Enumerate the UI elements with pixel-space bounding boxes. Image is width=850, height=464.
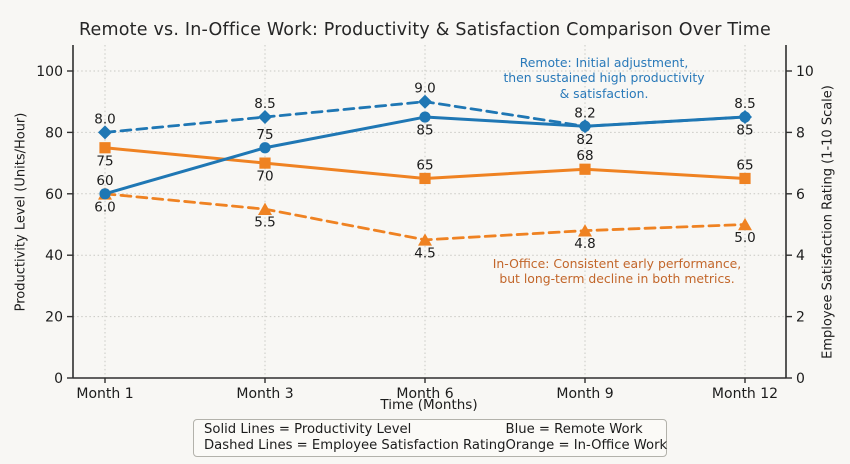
y-tick-label-right: 10 <box>796 64 814 80</box>
y-tick-label-left: 40 <box>45 248 63 264</box>
y-tick-label-left: 80 <box>45 125 63 141</box>
diamond-marker <box>258 110 272 125</box>
y-tick-label-left: 0 <box>54 371 63 387</box>
data-point-label: 8.2 <box>574 105 595 121</box>
data-point-label: 75 <box>96 153 113 169</box>
legend-item-orange-in-office: Orange = In-Office Work <box>505 438 668 453</box>
square-marker <box>739 172 751 185</box>
diamond-marker <box>418 94 432 109</box>
data-point-label: 5.5 <box>254 215 275 231</box>
triangle-marker <box>738 218 752 231</box>
triangle-marker <box>418 233 432 246</box>
data-point-label: 6.0 <box>94 199 115 215</box>
x-tick-label: Month 9 <box>556 386 613 402</box>
data-point-label: 85 <box>416 123 433 139</box>
y-tick-label-right: 8 <box>796 125 805 141</box>
data-point-label: 5.0 <box>734 230 755 246</box>
y-tick-label-right: 2 <box>796 310 805 326</box>
triangle-marker <box>258 202 272 215</box>
data-point-label: 9.0 <box>414 81 435 97</box>
y-tick-label-right: 4 <box>796 248 805 264</box>
triangle-marker <box>578 224 592 237</box>
data-point-label: 68 <box>576 148 593 164</box>
y-tick-label-right: 0 <box>796 371 805 387</box>
data-point-label: 75 <box>256 127 273 143</box>
data-point-label: 8.5 <box>734 96 755 112</box>
diamond-marker <box>98 125 112 140</box>
x-tick-label: Month 6 <box>396 386 453 402</box>
legend-item-dashed-lines: Dashed Lines = Employee Satisfaction Rat… <box>204 438 506 453</box>
y-tick-label-left: 100 <box>36 64 63 80</box>
data-point-label: 60 <box>96 173 113 189</box>
x-axis-label: Time (Months) <box>380 397 478 413</box>
chart-title: Remote vs. In-Office Work: Productivity … <box>78 20 772 40</box>
y-tick-label-left: 20 <box>45 310 63 326</box>
annotation-remote: Remote: Initial adjustment, then sustain… <box>503 55 705 101</box>
legend: Solid Lines = Productivity Level Dashed … <box>193 419 667 457</box>
y-tick-label-left: 60 <box>45 187 63 203</box>
legend-item-solid-lines: Solid Lines = Productivity Level <box>204 421 412 437</box>
legend-item-blue-remote: Blue = Remote Work <box>505 421 643 437</box>
circle-marker <box>259 142 271 154</box>
data-point-label: 65 <box>416 157 433 173</box>
x-tick-label: Month 3 <box>236 386 293 402</box>
y-axis-left-label: Productivity Level (Units/Hour) <box>13 112 29 312</box>
y-axis-right-label: Employee Satisfaction Rating (1-10 Scale… <box>820 85 836 359</box>
y-tick-label-right: 6 <box>796 187 805 203</box>
square-marker <box>579 163 591 175</box>
square-marker <box>99 142 111 154</box>
circle-marker <box>739 111 751 123</box>
circle-marker <box>419 111 431 123</box>
data-point-label: 4.8 <box>574 236 595 252</box>
square-marker <box>419 172 431 185</box>
data-point-label: 85 <box>736 123 753 139</box>
legend-column-colors: Blue = Remote Work Orange = In-Office Wo… <box>506 422 668 455</box>
data-point-label: 8.5 <box>254 96 275 112</box>
legend-column-line-styles: Solid Lines = Productivity Level Dashed … <box>204 422 506 455</box>
data-point-label: 82 <box>576 132 593 148</box>
data-point-label: 4.5 <box>414 245 435 261</box>
circle-marker <box>579 120 591 132</box>
series-line-in-office-satisfaction <box>103 192 747 242</box>
x-tick-label: Month 1 <box>76 386 133 402</box>
circle-marker <box>99 188 111 200</box>
annotation-in-office: In-Office: Consistent early performance,… <box>492 256 742 287</box>
data-point-label: 70 <box>256 169 273 185</box>
data-point-label: 65 <box>736 157 753 173</box>
x-tick-label: Month 12 <box>712 386 778 402</box>
data-point-label: 8.0 <box>94 111 115 127</box>
square-marker <box>259 157 271 169</box>
